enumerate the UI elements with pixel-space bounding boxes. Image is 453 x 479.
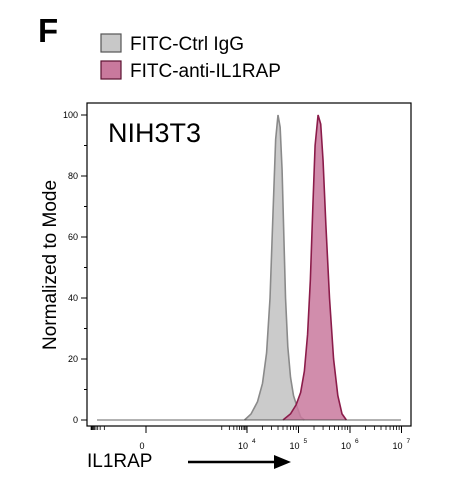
histogram-ctrl-igg-area xyxy=(244,115,305,420)
histogram-ctrl-igg-line xyxy=(244,114,305,421)
legend-label-ctrl-igg: FITC-Ctrl IgG xyxy=(130,34,244,55)
x-tick-label: 10 xyxy=(392,441,402,451)
histogram-anti-il1rap-area xyxy=(283,115,347,420)
y-tick-label: 100 xyxy=(63,110,78,120)
legend-swatch-anti-il1rap xyxy=(100,60,122,80)
y-tick-label: 40 xyxy=(68,293,78,303)
x-tick-label: 10 xyxy=(341,441,351,451)
y-tick-label: 80 xyxy=(68,171,78,181)
inset-title: NIH3T3 xyxy=(108,118,201,148)
panel-letter: F xyxy=(38,12,58,49)
x-tick-label: 10 xyxy=(238,441,248,451)
y-axis: 0 20 40 60 80 100 xyxy=(63,110,87,425)
x-axis-arrow xyxy=(188,455,291,469)
y-axis-title: Normalized to Mode xyxy=(40,180,61,350)
x-tick-exponent: 6 xyxy=(355,438,359,445)
y-tick-label: 20 xyxy=(68,354,78,364)
x-tick-label: 10 xyxy=(289,441,299,451)
x-tick-exponent: 5 xyxy=(304,438,308,445)
legend: FITC-Ctrl IgG FITC-anti-IL1RAP xyxy=(100,33,281,82)
x-tick-exponent: 4 xyxy=(252,438,256,445)
plot-frame xyxy=(86,102,412,427)
histogram-anti-il1rap-line xyxy=(282,114,348,421)
x-axis: 0 10 4 10 5 10 6 10 7 xyxy=(90,426,411,451)
x-tick-label: 0 xyxy=(139,441,144,451)
x-tick-exponent: 7 xyxy=(407,438,411,445)
x-axis-title: IL1RAP xyxy=(87,451,152,472)
y-tick-label: 0 xyxy=(73,415,78,425)
y-tick-label: 60 xyxy=(68,232,78,242)
histogram-layer xyxy=(97,114,401,421)
legend-swatch-ctrl-igg xyxy=(100,33,122,53)
legend-label-anti-il1rap: FITC-anti-IL1RAP xyxy=(130,61,281,82)
